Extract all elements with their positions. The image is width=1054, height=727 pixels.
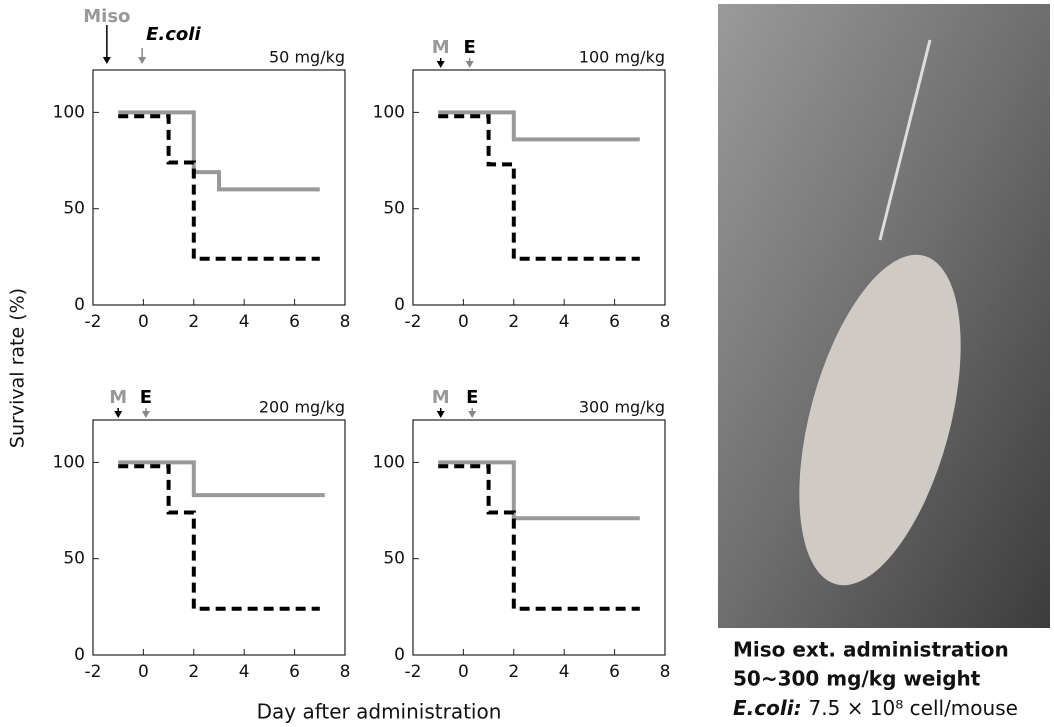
x-tick-label: 8 (340, 662, 351, 682)
x-tick-label: 8 (340, 312, 351, 332)
y-tick-label: 0 (74, 645, 85, 665)
x-tick-label: 8 (660, 312, 671, 332)
marker-label: E.coli (146, 24, 201, 45)
subtitle: 50 mg/kg (269, 48, 345, 67)
arrow-head (468, 411, 477, 418)
marker-label: E (466, 387, 478, 408)
arrow-head (436, 61, 445, 68)
caption-species: E.coli: (733, 696, 802, 720)
x-tick-label: -2 (85, 312, 102, 332)
caption: 50~300 mg/kg weight (733, 667, 981, 691)
x-tick-label: 4 (239, 662, 250, 682)
x-tick-label: -2 (405, 312, 422, 332)
x-tick-label: 6 (609, 312, 620, 332)
y-tick-label: 0 (74, 295, 85, 315)
plot-frame (92, 69, 346, 306)
survival-line (438, 114, 640, 261)
plot-frame (412, 419, 666, 656)
marker-label: E (140, 387, 152, 408)
survival-line (438, 110, 640, 142)
subtitle: 100 mg/kg (579, 48, 665, 67)
y-tick-label: 100 (373, 452, 405, 472)
caption: Miso ext. administration (733, 638, 1009, 662)
y-tick-label: 100 (53, 452, 85, 472)
arrow-head (138, 57, 147, 64)
x-tick-label: 2 (508, 312, 519, 332)
y-tick-label: 50 (63, 199, 85, 219)
subtitle: 200 mg/kg (259, 398, 345, 417)
x-tick-label: 4 (559, 662, 570, 682)
plot-frame (412, 69, 666, 306)
y-tick-label: 100 (373, 102, 405, 122)
marker-label: Miso (83, 6, 130, 27)
x-tick-label: 2 (508, 662, 519, 682)
x-tick-label: 0 (138, 662, 149, 682)
x-tick-label: 0 (138, 312, 149, 332)
x-tick-label: 6 (609, 662, 620, 682)
arrow-head (102, 57, 111, 64)
y-tick-label: 50 (383, 549, 405, 569)
arrow-head (141, 411, 150, 418)
survival-line (118, 464, 320, 611)
marker-label: M (109, 387, 127, 408)
survival-line (438, 464, 640, 611)
y-tick-label: 50 (63, 549, 85, 569)
x-tick-label: 8 (660, 662, 671, 682)
y-axis-label: Survival rate (%) (7, 288, 29, 448)
x-tick-label: 0 (458, 312, 469, 332)
x-tick-label: -2 (405, 662, 422, 682)
y-tick-label: 0 (394, 295, 405, 315)
arrow-head (114, 411, 123, 418)
subtitle: 300 mg/kg (579, 398, 665, 417)
marker-label: E (464, 37, 476, 58)
x-tick-label: 6 (289, 312, 300, 332)
x-tick-label: -2 (85, 662, 102, 682)
x-tick-label: 2 (188, 312, 199, 332)
x-tick-label: 2 (188, 662, 199, 682)
x-tick-label: 4 (559, 312, 570, 332)
survival-line (118, 110, 320, 192)
survival-line (438, 460, 640, 521)
photo-subject (799, 254, 961, 586)
plot-frame (92, 419, 346, 656)
x-tick-label: 0 (458, 662, 469, 682)
caption: E.coli: 7.5 × 10⁸ cell/mouse (733, 696, 1018, 720)
caption-dose: 7.5 × 10⁸ cell/mouse (809, 696, 1018, 720)
y-tick-label: 0 (394, 645, 405, 665)
x-tick-label: 6 (289, 662, 300, 682)
y-tick-label: 100 (53, 102, 85, 122)
arrow-head (465, 61, 474, 68)
y-tick-label: 50 (383, 199, 405, 219)
marker-label: M (432, 37, 450, 58)
survival-line (118, 460, 325, 498)
x-tick-label: 4 (239, 312, 250, 332)
marker-label: M (432, 387, 450, 408)
x-axis-label: Day after administration (257, 700, 502, 724)
arrow-head (436, 411, 445, 418)
photo-needle (878, 39, 932, 241)
